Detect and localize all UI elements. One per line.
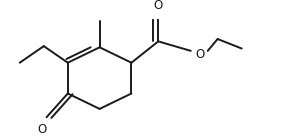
- Text: O: O: [154, 0, 163, 12]
- Text: O: O: [37, 123, 46, 136]
- Text: O: O: [195, 48, 204, 61]
